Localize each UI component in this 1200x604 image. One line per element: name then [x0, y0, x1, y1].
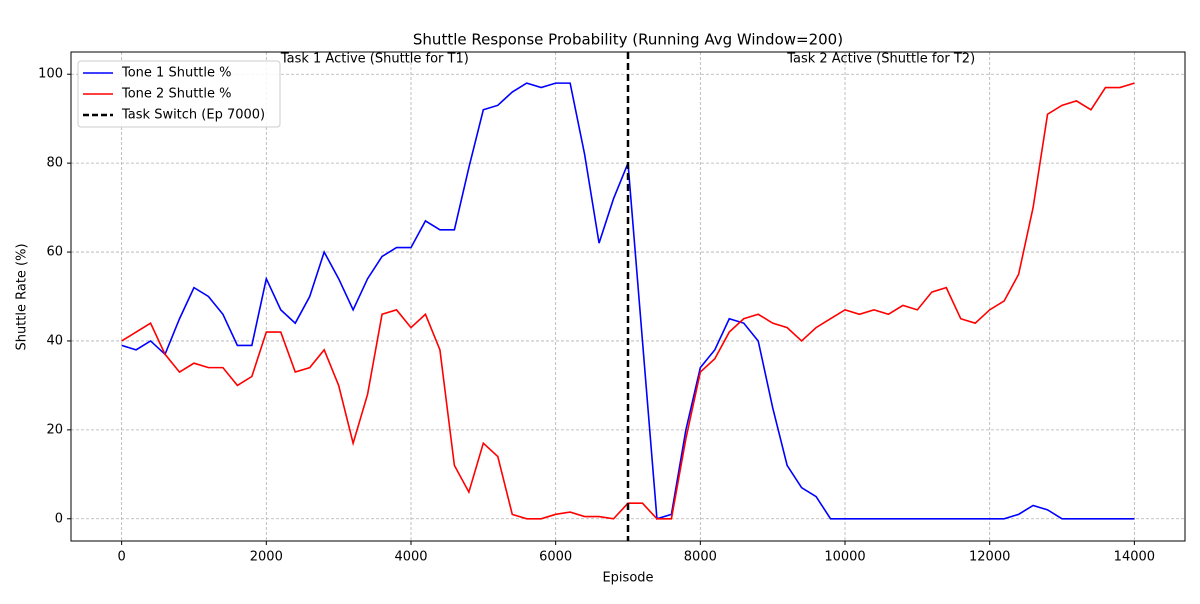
x-tick-label: 8000	[684, 550, 717, 565]
x-tick-label: 6000	[539, 550, 572, 565]
x-tick-label: 4000	[394, 550, 427, 565]
x-axis-label: Episode	[602, 571, 653, 586]
y-tick-label: 60	[46, 245, 63, 260]
legend-label: Tone 1 Shuttle %	[121, 66, 231, 81]
plot-frame	[70, 51, 1186, 542]
legend-label: Task Switch (Ep 7000)	[121, 108, 265, 123]
y-tick-label: 80	[46, 156, 63, 171]
annotation: Task 1 Active (Shuttle for T1)	[280, 52, 469, 67]
y-axis-label: Shuttle Rate (%)	[15, 243, 30, 350]
x-tick-label: 14000	[1114, 550, 1155, 565]
legend-label: Tone 2 Shuttle %	[121, 87, 231, 102]
y-tick-label: 40	[46, 333, 63, 348]
y-tick-label: 0	[55, 511, 63, 526]
x-tick-label: 0	[117, 550, 125, 565]
chart-title: Shuttle Response Probability (Running Av…	[413, 31, 843, 49]
x-tick-label: 10000	[824, 550, 865, 565]
y-tick-label: 100	[38, 67, 63, 82]
x-tick-label: 12000	[969, 550, 1010, 565]
legend-box	[77, 60, 281, 128]
annotation: Task 2 Active (Shuttle for T2)	[786, 52, 975, 67]
x-tick-label: 2000	[250, 550, 283, 565]
y-tick-label: 20	[46, 422, 63, 437]
